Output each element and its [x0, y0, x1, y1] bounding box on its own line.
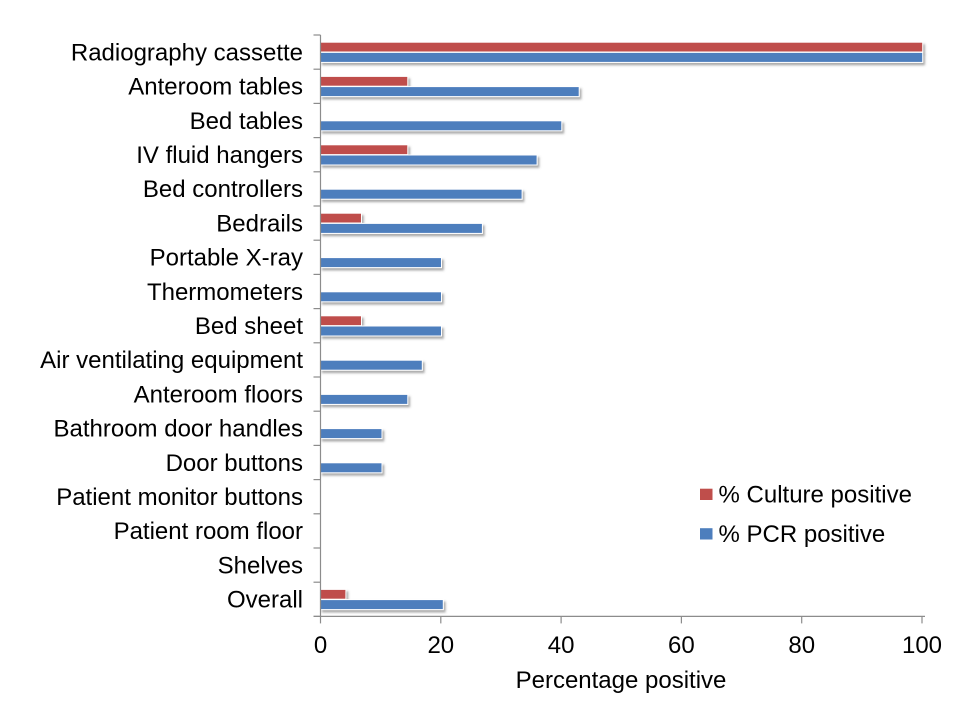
svg-text:Bed controllers: Bed controllers — [143, 176, 303, 203]
svg-text:Bed sheet: Bed sheet — [195, 313, 303, 340]
svg-text:Percentage positive: Percentage positive — [516, 667, 727, 694]
svg-text:Bed tables: Bed tables — [190, 108, 303, 135]
svg-text:Anteroom tables: Anteroom tables — [128, 74, 303, 101]
svg-text:Door buttons: Door buttons — [166, 450, 303, 477]
svg-text:Patient monitor buttons: Patient monitor buttons — [56, 484, 303, 511]
svg-text:Overall: Overall — [227, 587, 303, 614]
svg-text:Thermometers: Thermometers — [147, 279, 303, 306]
svg-text:80: 80 — [788, 632, 815, 659]
svg-text:IV fluid hangers: IV fluid hangers — [136, 142, 303, 169]
svg-text:Portable X-ray: Portable X-ray — [150, 245, 303, 272]
svg-text:Bathroom door handles: Bathroom door handles — [54, 416, 304, 443]
svg-text:Air ventilating equipment: Air ventilating equipment — [40, 347, 303, 374]
svg-text:0: 0 — [314, 632, 327, 659]
svg-text:Bedrails: Bedrails — [216, 210, 303, 237]
svg-text:40: 40 — [548, 632, 575, 659]
svg-text:Patient room floor: Patient room floor — [114, 518, 303, 545]
svg-text:20: 20 — [427, 632, 454, 659]
svg-text:% Culture positive: % Culture positive — [719, 482, 912, 509]
svg-text:60: 60 — [668, 632, 695, 659]
svg-text:Shelves: Shelves — [218, 552, 303, 579]
svg-text:100: 100 — [902, 632, 942, 659]
svg-text:% PCR positive: % PCR positive — [719, 521, 886, 548]
svg-text:Radiography cassette: Radiography cassette — [71, 39, 303, 66]
svg-text:Anteroom floors: Anteroom floors — [134, 381, 303, 408]
